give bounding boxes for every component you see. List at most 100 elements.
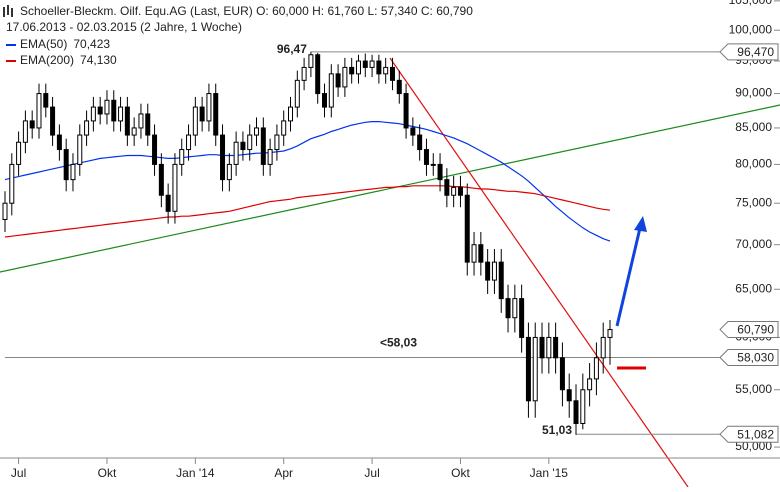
- candle-body: [288, 106, 294, 122]
- arrow-head: [634, 216, 647, 232]
- level-box: [719, 43, 779, 61]
- x-tick-label: Apr: [274, 466, 293, 480]
- candle-body: [124, 106, 130, 136]
- candle-body: [233, 141, 239, 165]
- candle-body: [63, 149, 69, 181]
- candle-body: [430, 163, 436, 166]
- candle-body: [566, 389, 572, 402]
- candle-body: [519, 298, 525, 338]
- candle-body: [267, 149, 273, 165]
- candle-body: [111, 99, 117, 122]
- candle-body: [498, 261, 504, 300]
- candle-body: [206, 93, 212, 122]
- candle-body: [172, 163, 178, 212]
- y-tick-label: 55,000: [735, 382, 772, 396]
- candle-body: [559, 357, 565, 391]
- candle-body: [220, 134, 226, 181]
- candle-body: [335, 73, 341, 88]
- candle-body: [70, 163, 76, 181]
- candle-body: [56, 134, 62, 151]
- y-tick-label: 105,000: [729, 0, 773, 7]
- candle-body: [437, 163, 443, 181]
- candle-body: [77, 134, 83, 165]
- candle-body: [281, 120, 287, 136]
- candle-body: [423, 149, 429, 165]
- candle-body: [138, 113, 144, 129]
- candle-body: [580, 389, 586, 424]
- candle-body: [301, 66, 307, 81]
- x-tick-label: Jul: [364, 466, 379, 480]
- candle-body: [97, 106, 103, 115]
- x-tick-label: Okt: [98, 466, 117, 480]
- candle-body: [573, 400, 579, 424]
- candle-body: [321, 93, 327, 108]
- y-tick-label: 65,000: [735, 281, 772, 295]
- candle-body: [36, 93, 42, 129]
- trend-line-green: [0, 104, 780, 273]
- candle-body: [131, 127, 137, 136]
- candle-body: [328, 73, 334, 108]
- candle-body: [50, 106, 56, 136]
- x-tick-label: Jan '14: [176, 466, 215, 480]
- candle-body: [43, 93, 49, 108]
- candle-body: [471, 244, 477, 263]
- level-label: 51,082: [737, 427, 774, 441]
- candle-body: [410, 127, 416, 136]
- candle-body: [553, 336, 559, 359]
- level-label: 96,470: [737, 45, 774, 59]
- ema-line: [4, 121, 611, 242]
- level-box: [719, 349, 779, 367]
- candle-body: [444, 179, 450, 196]
- legend-name: EMA(200): [20, 53, 74, 67]
- candle-body: [362, 60, 368, 68]
- candle-body: [254, 127, 260, 136]
- y-tick-label: 70,000: [735, 237, 772, 251]
- legend-name: EMA(50): [20, 37, 67, 51]
- candle-body: [383, 66, 389, 75]
- candle-body: [532, 336, 538, 402]
- candle-body: [104, 99, 110, 115]
- legend-value: 70,423: [73, 37, 110, 51]
- candle-body: [294, 79, 300, 108]
- candle-body: [403, 93, 409, 129]
- y-tick-label: 85,000: [735, 120, 772, 134]
- candle-body: [179, 149, 185, 165]
- candle-body: [16, 141, 22, 165]
- candle-body: [22, 120, 28, 143]
- y-tick-label: 90,000: [735, 86, 772, 100]
- annotation: 51,03: [542, 423, 572, 437]
- candle-body: [505, 298, 511, 319]
- candle-body: [525, 336, 531, 402]
- candle-body: [213, 93, 219, 136]
- candle-body: [464, 194, 470, 263]
- candle-body: [600, 336, 606, 359]
- candle-body: [369, 60, 375, 68]
- annotation: <58,03: [380, 336, 417, 350]
- candle-body: [457, 186, 463, 196]
- arrow: [615, 227, 642, 327]
- level-box: [719, 425, 779, 443]
- candle-body: [192, 106, 198, 136]
- candle-body: [84, 120, 90, 136]
- candle-body: [186, 134, 192, 151]
- legend-label: EMA(200) 74,130: [20, 53, 117, 67]
- candle-body: [485, 261, 491, 281]
- candle-body: [593, 357, 599, 380]
- candle-body: [315, 54, 321, 95]
- header-icon: [3, 5, 13, 17]
- x-tick-label: Jan '15: [530, 466, 569, 480]
- candle-body: [240, 141, 246, 151]
- candle-body: [199, 106, 205, 122]
- candle-body: [152, 134, 158, 165]
- candle-body: [158, 163, 164, 196]
- candle-body: [587, 378, 593, 391]
- x-tick-label: Jul: [11, 466, 26, 480]
- candle-body: [274, 134, 280, 151]
- candle-body: [491, 261, 497, 281]
- candle-body: [417, 134, 423, 151]
- level-label: 58,030: [737, 351, 774, 365]
- candle-body: [396, 79, 402, 95]
- candle-body: [342, 66, 348, 88]
